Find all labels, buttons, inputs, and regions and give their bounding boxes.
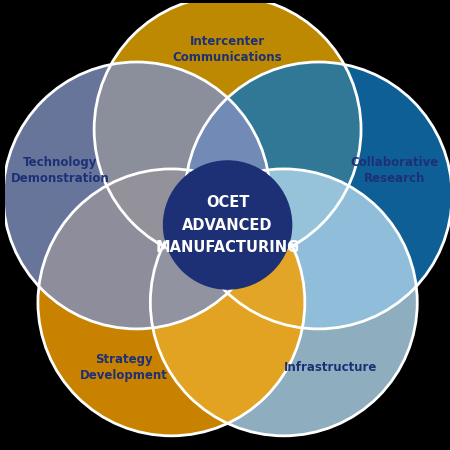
Text: Intercenter
Communications: Intercenter Communications (173, 35, 283, 64)
Circle shape (38, 169, 305, 436)
Text: Infrastructure: Infrastructure (284, 360, 378, 374)
Text: Technology
Demonstration: Technology Demonstration (11, 156, 110, 185)
Circle shape (185, 62, 450, 329)
Text: Collaborative
Research: Collaborative Research (351, 156, 439, 185)
Circle shape (163, 161, 292, 289)
Text: Strategy
Development: Strategy Development (81, 353, 168, 382)
Text: OCET
ADVANCED
MANUFACTURING: OCET ADVANCED MANUFACTURING (155, 195, 300, 255)
Circle shape (94, 0, 361, 263)
Circle shape (150, 169, 417, 436)
Circle shape (3, 62, 270, 329)
